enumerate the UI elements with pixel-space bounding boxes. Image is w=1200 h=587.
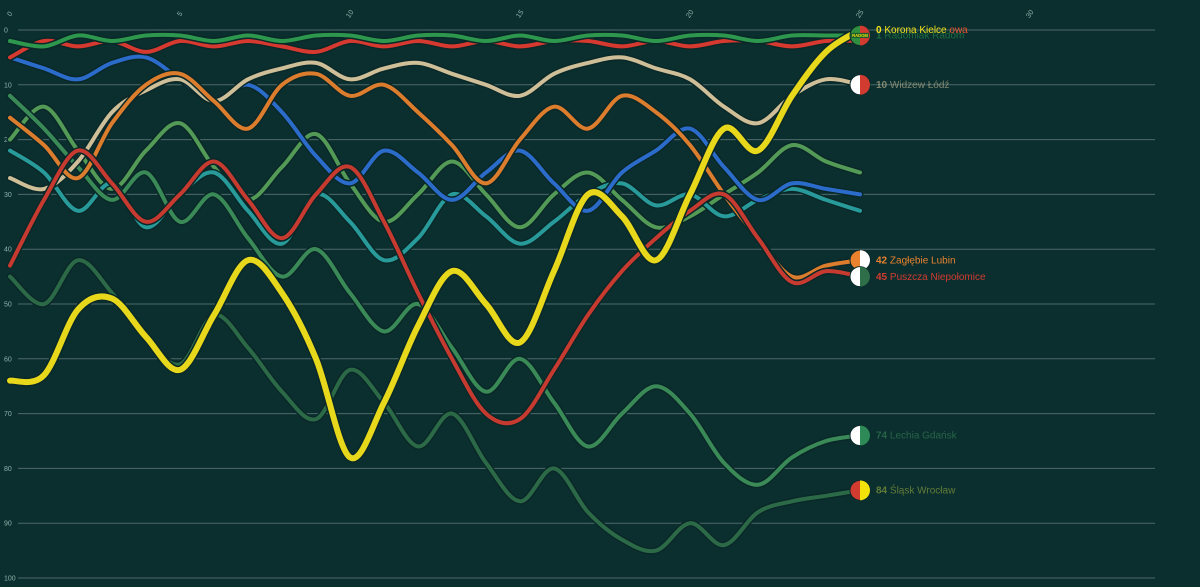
series-path-korona [7,27,863,462]
club-badge-radomiak: RADOM [849,24,871,46]
series-label-overlap-fragment: owa [947,25,969,36]
x-tick-label: 20 [685,9,695,19]
series-path-widzew [8,55,862,192]
y-tick-label: 10 [4,82,12,89]
y-tick-label: 90 [4,521,12,528]
series-path-teal [8,148,862,263]
series-label-name: Lechia Gdańsk [890,431,958,442]
series-label-name: Radomiak Radom [884,31,964,42]
y-tick-label: 50 [4,302,12,309]
series-label-rank: 74 [876,431,890,442]
badge-half [860,266,870,287]
series-label-rank: 10 [876,80,890,91]
series-label-name: Zagłębie Lubin [890,255,956,266]
y-tick-label: 40 [4,247,12,254]
series-label-lechia[interactable]: 74 Lechia Gdańsk [876,431,958,442]
series-label-rank: 0 [876,25,884,36]
badge-half [860,250,870,271]
series-path-puszcza [8,148,862,426]
x-tick-label: 0 [6,11,14,18]
series-label-widzew[interactable]: 10 Widzew Łódź [876,80,949,91]
x-tick-label: 10 [345,9,355,19]
series-label-rank: 45 [876,272,890,283]
series-label-name: Puszcza Niepołomice [890,272,986,283]
series-label-rank: 84 [876,486,890,497]
x-tick-label: 15 [515,9,525,19]
series-label-rank: 42 [876,255,890,266]
y-tick-label: 0 [4,28,8,35]
badge-text: RADOM [852,33,868,38]
x-tick-label: 5 [176,11,184,18]
series-label-name: Widzew Łódź [890,80,949,91]
series-label-radomiak[interactable]: 1 Radomiak Radom [876,31,964,42]
badge-half [860,425,870,446]
badge-half [860,480,870,501]
series-path-zaglebie [8,71,862,280]
badge-band [851,32,869,39]
club-badge-puszcza [849,266,871,288]
series-label-zaglebie[interactable]: 42 Zagłębie Lubin [876,255,956,266]
badge-half [860,74,870,95]
series-path-red-top [8,38,862,60]
series-path-blue [8,54,862,213]
club-badge-lechia [849,425,871,447]
y-tick-label: 70 [4,411,12,418]
series-path-radomiak [8,32,862,49]
series-label-name: Korona Kielce [884,25,947,36]
club-badge-zaglebie [849,249,871,271]
x-tick-label: 30 [1025,9,1035,19]
y-tick-label: 100 [4,576,16,583]
y-tick-label: 80 [4,466,12,473]
y-tick-label: 30 [4,192,12,199]
club-badge-slask [849,479,871,501]
series-label-slask[interactable]: 84 Śląsk Wrocław [876,484,956,497]
series-label-korona[interactable]: 0 Korona Kielce owa [876,25,968,36]
x-tick-label: 25 [855,9,865,19]
y-tick-label: 60 [4,356,12,363]
series-label-rank: 1 [876,31,884,42]
club-badge-widzew [849,74,871,96]
series-label-name: Śląsk Wrocław [890,484,956,497]
series-label-puszcza[interactable]: 45 Puszcza Niepołomice [876,272,986,283]
